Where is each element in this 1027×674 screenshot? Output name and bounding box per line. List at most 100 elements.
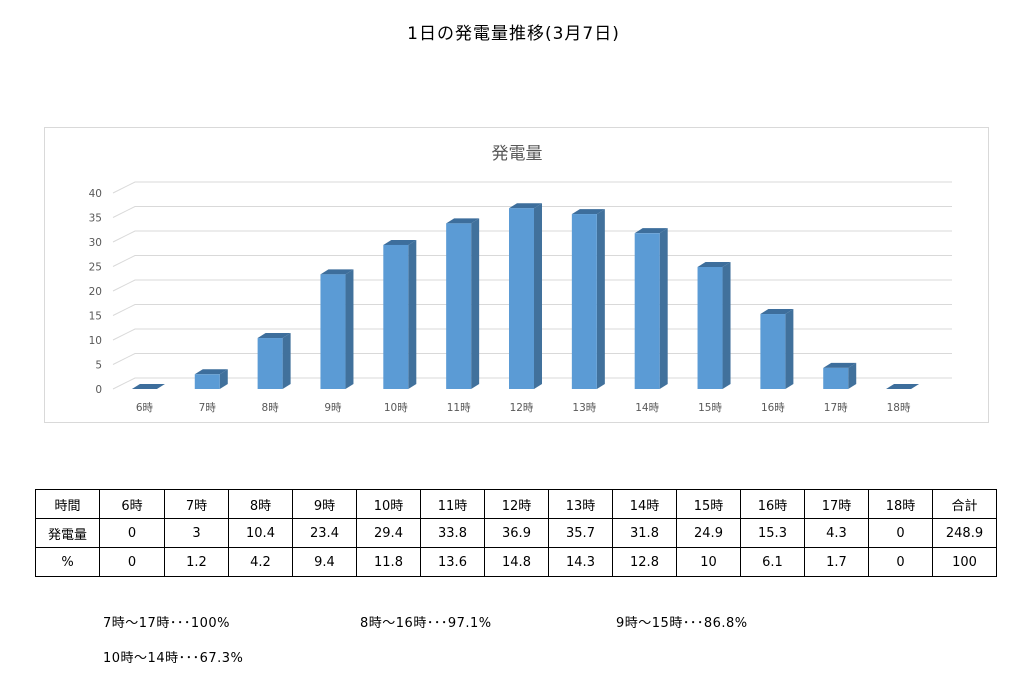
gridline bbox=[112, 328, 952, 341]
x-tick-label: 16時 bbox=[761, 402, 785, 414]
x-tick-label: 8時 bbox=[262, 402, 280, 414]
bar-top bbox=[509, 203, 542, 209]
table-cell: 15時 bbox=[676, 489, 741, 519]
bar-side bbox=[471, 218, 480, 389]
bar-side bbox=[785, 309, 794, 389]
table-cell: 24.9 bbox=[676, 518, 741, 548]
table-cell: 15.3 bbox=[740, 518, 805, 548]
bar-top bbox=[886, 384, 920, 389]
y-tick-label: 15 bbox=[89, 311, 102, 323]
table-cell: 31.8 bbox=[612, 518, 677, 548]
bar bbox=[760, 314, 786, 389]
bar-top bbox=[383, 239, 417, 245]
gridline bbox=[112, 206, 952, 218]
note-range-7-17: 7時～17時･･･100% bbox=[103, 616, 230, 631]
note-range-9-15: 9時～15時･･･86.8% bbox=[616, 616, 748, 631]
table-cell: 11時 bbox=[420, 489, 485, 519]
table-cell: 6時 bbox=[99, 489, 165, 519]
table-cell: 11.8 bbox=[356, 547, 421, 577]
table-cell: 7時 bbox=[164, 489, 229, 519]
note-range-8-16: 8時～16時･･･97.1% bbox=[360, 616, 492, 631]
bar-top bbox=[320, 269, 354, 275]
gridline bbox=[112, 181, 952, 194]
y-tick-label: 40 bbox=[89, 188, 102, 200]
x-tick-label: 13時 bbox=[572, 402, 596, 414]
table-row: % 0 1.2 4.2 9.4 11.8 13.6 14.8 14.3 12.8 10 6.1 1.7 0… bbox=[35, 547, 997, 577]
bar bbox=[697, 266, 723, 389]
gridline bbox=[112, 230, 952, 243]
table-cell: 13時 bbox=[548, 489, 613, 519]
y-tick-label: 0 bbox=[95, 384, 102, 396]
table-cell: 0 bbox=[868, 547, 933, 577]
gridline bbox=[112, 304, 952, 316]
table-cell: 0 bbox=[868, 518, 933, 548]
table-cell: 13.6 bbox=[420, 547, 485, 577]
gridline bbox=[112, 377, 952, 390]
row-header-cell: 発電量 bbox=[35, 518, 100, 548]
table-cell: 9時 bbox=[292, 489, 357, 519]
y-tick-label: 5 bbox=[95, 360, 102, 372]
bar bbox=[446, 223, 472, 389]
table-cell: 35.7 bbox=[548, 518, 613, 548]
x-tick-label: 6時 bbox=[136, 402, 154, 414]
bar bbox=[320, 274, 346, 389]
table-cell: 10.4 bbox=[228, 518, 293, 548]
table-cell: 100 bbox=[932, 547, 997, 577]
bar-side bbox=[408, 239, 417, 389]
table-cell: 16時 bbox=[740, 489, 805, 519]
table-cell: 12時 bbox=[484, 489, 549, 519]
x-tick-label: 9時 bbox=[324, 402, 342, 414]
table-cell: 合計 bbox=[932, 489, 997, 519]
bar-side bbox=[659, 228, 668, 389]
gridline bbox=[112, 279, 952, 292]
table-cell: 10 bbox=[676, 547, 741, 577]
table-cell: 4.3 bbox=[804, 518, 869, 548]
x-tick-label: 11時 bbox=[447, 402, 471, 414]
table-cell: 36.9 bbox=[484, 518, 549, 548]
table-cell: 6.1 bbox=[740, 547, 805, 577]
bar bbox=[634, 233, 660, 389]
bar-side bbox=[722, 261, 731, 389]
table-cell: 33.8 bbox=[420, 518, 485, 548]
table-cell: 14時 bbox=[612, 489, 677, 519]
bar-side bbox=[596, 209, 605, 389]
bar-top bbox=[823, 362, 857, 368]
x-tick-label: 17時 bbox=[824, 402, 848, 414]
gridline bbox=[112, 353, 952, 365]
note-range-10-14: 10時～14時･･･67.3% bbox=[103, 651, 244, 666]
x-tick-label: 7時 bbox=[199, 402, 217, 414]
y-tick-label: 10 bbox=[89, 335, 102, 347]
x-tick-label: 15時 bbox=[698, 402, 722, 414]
x-tick-label: 18時 bbox=[887, 402, 911, 414]
table-cell: 17時 bbox=[804, 489, 869, 519]
y-tick-label: 20 bbox=[89, 286, 102, 298]
table-cell: 1.2 bbox=[164, 547, 229, 577]
table-cell: 3 bbox=[164, 518, 229, 548]
bar-side bbox=[534, 203, 542, 389]
y-tick-label: 35 bbox=[89, 213, 102, 225]
table-cell: 0 bbox=[99, 518, 165, 548]
table-row: 発電量 0 3 10.4 23.4 29.4 33.8 36.9 35.7 31.8 24.9 15.… bbox=[35, 518, 997, 548]
bar-top bbox=[634, 228, 668, 234]
bar-chart: 発電量 0 5 10 15 20 25 30 35 40 6時 7時 8時 9時 10時 11時 12時 13時 1… bbox=[44, 127, 989, 423]
bar-side bbox=[345, 269, 354, 389]
table-cell: 248.9 bbox=[932, 518, 997, 548]
bar bbox=[823, 367, 849, 389]
x-tick-label: 10時 bbox=[384, 402, 408, 414]
bar bbox=[383, 244, 409, 389]
x-tick-label: 12時 bbox=[510, 402, 534, 414]
y-tick-label: 30 bbox=[89, 237, 102, 249]
bar-top bbox=[131, 384, 165, 389]
gridline bbox=[112, 255, 952, 267]
bar-top bbox=[446, 218, 480, 224]
x-tick-label: 14時 bbox=[635, 402, 659, 414]
table-cell: 4.2 bbox=[228, 547, 293, 577]
bar bbox=[571, 214, 597, 389]
table-header-row: 時間 6時 7時 8時 9時 10時 11時 12時 13時 14時 15時 16時 17時 18時 合計 bbox=[35, 489, 997, 519]
table-cell: 23.4 bbox=[292, 518, 357, 548]
bar-side bbox=[282, 333, 291, 389]
table-cell: 8時 bbox=[228, 489, 293, 519]
bar-side bbox=[219, 369, 228, 389]
table-cell: 29.4 bbox=[356, 518, 421, 548]
table-cell: 10時 bbox=[356, 489, 421, 519]
